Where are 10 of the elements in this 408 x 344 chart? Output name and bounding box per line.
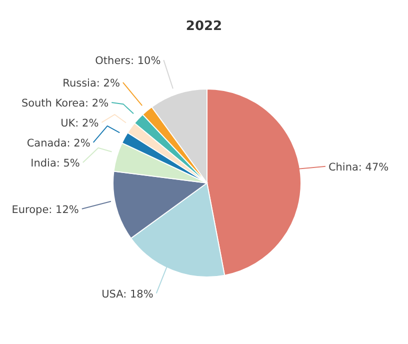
slice-label: Europe: 12% (12, 204, 79, 216)
slice-label: UK: 2% (60, 117, 99, 130)
slice-label: India: 5% (30, 157, 80, 170)
slice-label: Others: 10% (95, 55, 161, 68)
slice-label: Russia: 2% (62, 77, 120, 90)
slice-label: Canada: 2% (26, 137, 90, 150)
slice-label: South Korea: 2% (21, 97, 109, 110)
chart-title: 2022 (184, 19, 224, 34)
slice-label: USA: 18% (102, 288, 154, 300)
slice-label: China: 47% (328, 161, 389, 174)
